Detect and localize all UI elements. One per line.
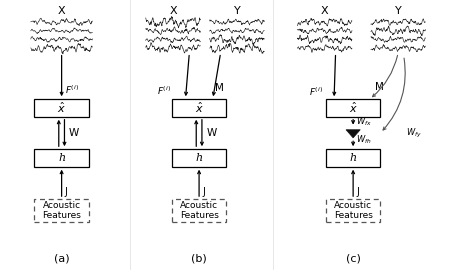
Text: $W_{fh}$: $W_{fh}$ [356, 133, 371, 146]
Polygon shape [346, 130, 360, 138]
Text: X: X [169, 6, 177, 16]
Text: J: J [202, 187, 205, 197]
Text: M: M [375, 82, 384, 92]
Text: $F^{(i)}$: $F^{(i)}$ [309, 86, 323, 98]
Text: $W_{fx}$: $W_{fx}$ [356, 115, 371, 128]
Text: h: h [58, 153, 65, 163]
Text: J: J [356, 187, 359, 197]
Text: h: h [195, 153, 203, 163]
Text: W: W [206, 128, 217, 138]
Text: Acoustic
Features: Acoustic Features [42, 201, 81, 220]
Bar [34, 149, 89, 167]
Text: h: h [349, 153, 357, 163]
Text: W: W [69, 128, 79, 138]
Bar [172, 199, 226, 222]
Bar [326, 199, 380, 222]
Text: (a): (a) [54, 253, 69, 263]
Bar [172, 99, 226, 117]
Text: $W_{fy}$: $W_{fy}$ [407, 126, 422, 140]
Text: $F^{(i)}$: $F^{(i)}$ [65, 84, 79, 96]
Bar [326, 99, 380, 117]
Bar [172, 149, 226, 167]
Text: M: M [215, 83, 224, 93]
Text: Acoustic
Features: Acoustic Features [180, 201, 219, 220]
Text: $\hat{x}$: $\hat{x}$ [57, 101, 66, 115]
Bar [34, 199, 89, 222]
Text: (c): (c) [346, 253, 361, 263]
Text: J: J [65, 187, 68, 197]
Bar [34, 99, 89, 117]
Text: $\hat{x}$: $\hat{x}$ [195, 101, 203, 115]
Text: Y: Y [395, 6, 401, 16]
Text: Acoustic
Features: Acoustic Features [334, 201, 373, 220]
Text: $\hat{x}$: $\hat{x}$ [349, 101, 357, 115]
Text: X: X [58, 6, 65, 16]
Text: Y: Y [234, 6, 240, 16]
Text: $F^{(i)}$: $F^{(i)}$ [157, 85, 171, 97]
Text: X: X [321, 6, 328, 16]
Text: (b): (b) [191, 253, 207, 263]
Bar [326, 149, 380, 167]
